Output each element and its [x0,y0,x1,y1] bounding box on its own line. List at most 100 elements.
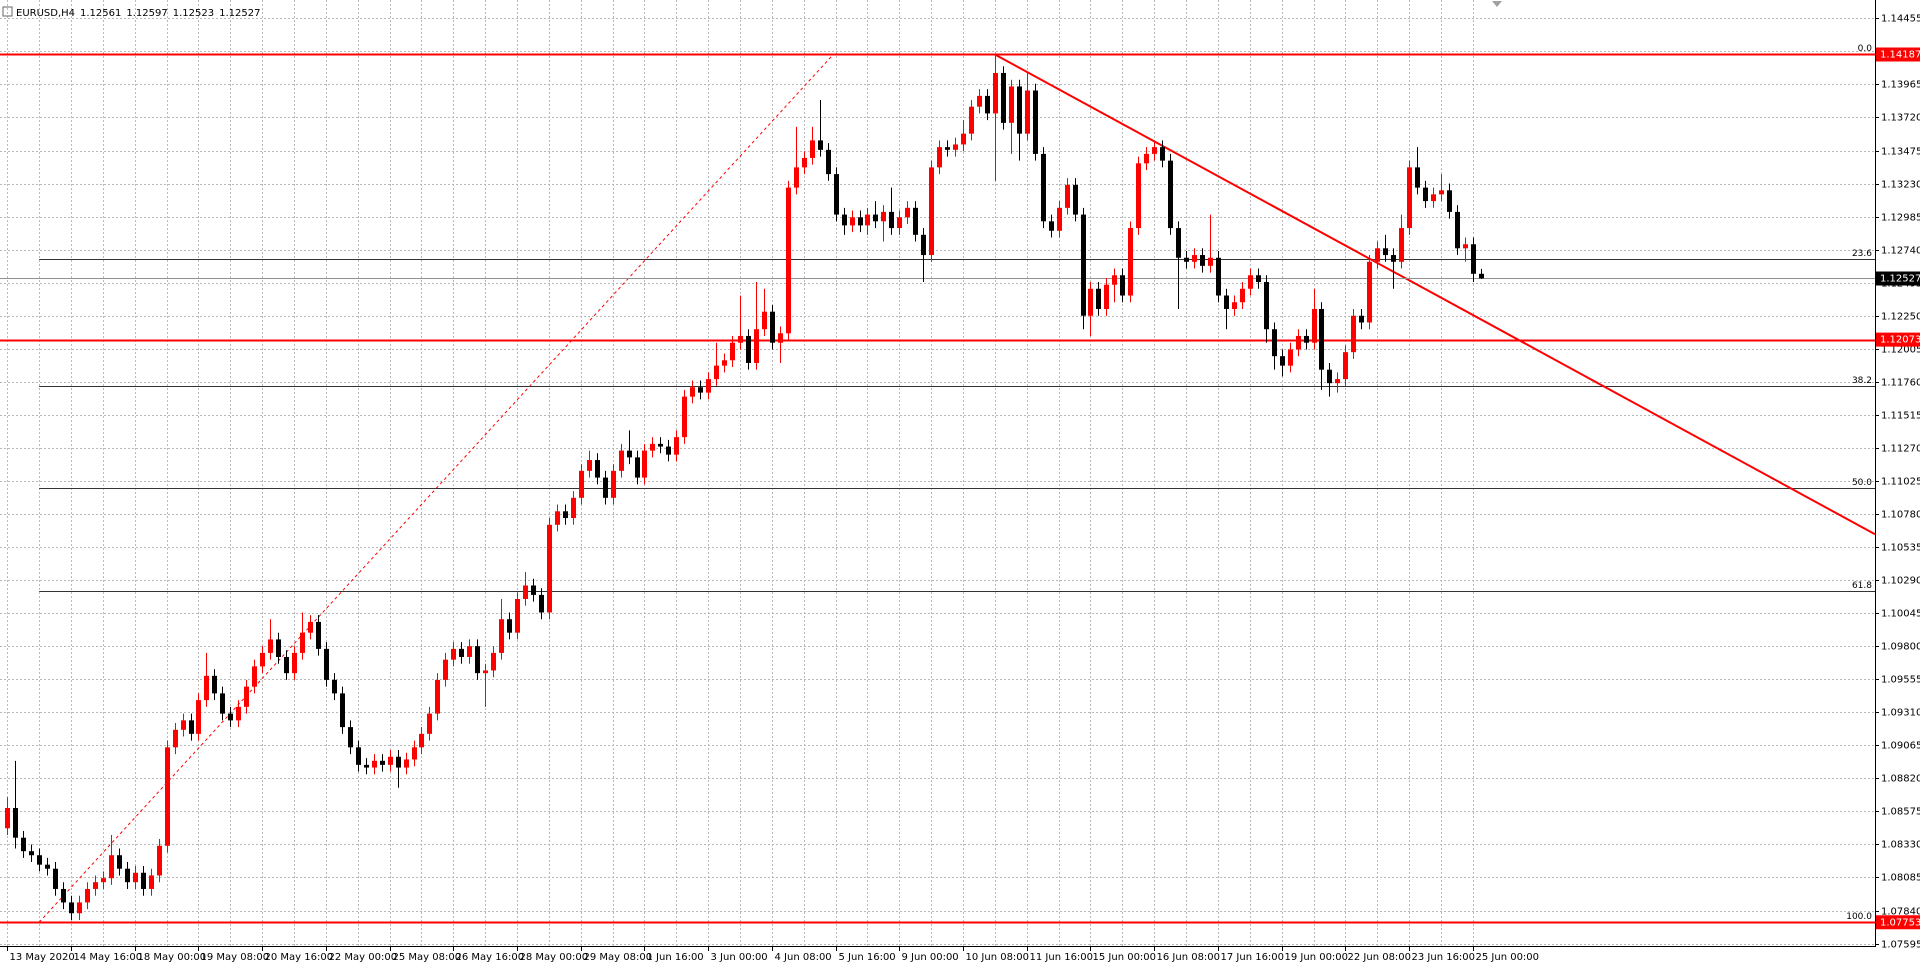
candle-body [818,140,823,150]
y-tick-label: 1.09555 [1881,675,1920,686]
candle-body [595,460,600,478]
current-price-box [1876,271,1920,286]
candle-body [555,511,560,525]
low-value: 1.12523 [173,8,214,19]
candle-body [826,149,831,175]
candle-body [881,211,886,222]
candle-body [1423,187,1428,202]
candle-body [1479,273,1484,279]
y-tick-label: 1.10780 [1881,510,1920,521]
candle-body [1399,228,1404,262]
candle-body [196,700,201,734]
candle-body [300,632,305,653]
x-tick-label: 23 Jun 16:00 [1412,952,1476,963]
candle-body [969,106,974,134]
candle-body [865,214,870,226]
candle-body [459,648,464,657]
candle-body [181,720,186,730]
candle-body [189,720,194,734]
candle-body [1200,255,1205,266]
candle-body [435,679,440,714]
candle-body [730,342,735,361]
candle-body [204,675,209,701]
price-label: 1.12073 [1880,335,1920,346]
x-tick-label: 4 Jun 08:00 [775,952,832,963]
y-tick-label: 1.12740 [1881,246,1920,257]
x-tick-label: 20 May 16:00 [265,952,334,963]
candle-body [1073,184,1078,215]
candle-body [37,855,42,865]
candle-body [889,211,894,229]
candle-body [491,652,496,671]
candle-body [85,888,90,903]
y-tick-label: 1.10535 [1881,543,1920,554]
candle-body [451,648,456,660]
candle-body [1041,153,1046,222]
high-value: 1.12597 [126,8,167,19]
x-tick-label: 22 May 00:00 [329,952,398,963]
scroll-marker [1492,1,1502,7]
candle-body [21,837,26,852]
x-tick-label: 3 Jun 00:00 [711,952,768,963]
x-tick-label: 26 May 16:00 [456,952,525,963]
candle-body [1272,329,1277,357]
price-label-box [1876,47,1920,62]
y-tick-label: 1.09800 [1881,642,1920,653]
candle-body [682,396,687,438]
candle-body [268,639,273,653]
candle-body [93,882,98,889]
candle-body [714,365,719,380]
price-label-box [1876,332,1920,347]
candle-body [308,621,313,633]
candle-body [427,713,432,734]
candle-body [499,619,504,653]
candle-body [794,167,799,188]
candle-body [858,217,863,226]
candle-body [937,147,942,168]
candle-body [5,808,10,829]
x-tick-label: 16 Jun 08:00 [1157,952,1221,963]
candle-body [467,646,472,657]
candle-body [834,174,839,215]
candle-body [627,450,632,458]
candle-body [603,477,608,498]
candle-body [1471,244,1476,274]
candle-body [1463,244,1468,249]
candle-body [850,217,855,226]
candle-body [1033,90,1038,154]
candle-body [29,851,34,856]
x-tick-label: 19 Jun 00:00 [1285,952,1349,963]
candle-body [842,214,847,226]
candle-body [977,95,982,107]
candle-body [380,760,385,765]
candle-body [1367,261,1372,323]
candle-body [1168,160,1173,229]
candle-body [1224,295,1229,309]
candle-body [1017,86,1022,134]
fibonacci-label: 100.0 [1846,912,1872,922]
x-tick-label: 5 Jun 16:00 [839,952,896,963]
candle-body [571,497,576,519]
candle-body [292,652,297,674]
candle-body [284,656,289,674]
candle-body [1264,282,1269,330]
y-tick-label: 1.12005 [1881,345,1920,356]
candle-body [921,234,926,256]
candle-body [141,872,146,889]
candle-body [706,379,711,393]
candle-body [690,387,695,397]
candle-body [1088,288,1093,316]
y-tick-label: 1.12985 [1881,213,1920,224]
candle-body [1319,308,1324,370]
fibonacci-label: 61.8 [1852,581,1872,591]
candle-body [53,868,58,889]
candle-body [388,756,393,765]
y-tick-label: 1.07595 [1881,940,1920,951]
candle-body [1184,257,1189,262]
candle-body [443,659,448,680]
candle-body [1152,147,1157,154]
y-tick-label: 1.11760 [1881,378,1920,389]
candle-body [348,727,353,748]
candle-body [125,868,130,883]
